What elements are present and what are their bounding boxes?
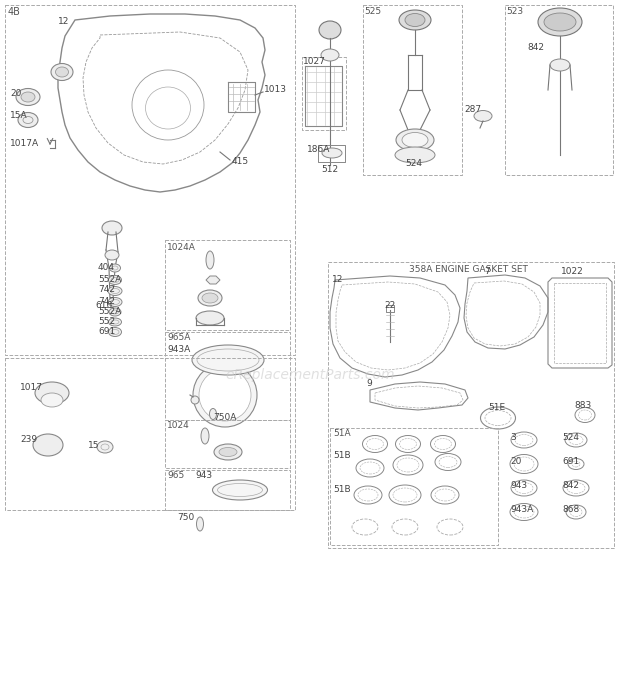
Ellipse shape <box>474 110 492 121</box>
Text: 750: 750 <box>177 513 194 522</box>
Text: 51B: 51B <box>333 486 351 495</box>
Ellipse shape <box>192 345 264 375</box>
Text: 7: 7 <box>484 267 490 277</box>
Text: 524: 524 <box>405 159 422 168</box>
Ellipse shape <box>544 13 576 31</box>
Text: 512: 512 <box>321 166 339 175</box>
Ellipse shape <box>201 428 209 444</box>
Text: 12: 12 <box>58 17 69 26</box>
Text: 415: 415 <box>232 157 249 166</box>
Text: 691: 691 <box>98 326 115 335</box>
Text: 943: 943 <box>195 471 212 480</box>
Ellipse shape <box>402 132 428 148</box>
Ellipse shape <box>16 89 40 105</box>
Text: 868: 868 <box>562 505 579 514</box>
Text: 1024: 1024 <box>167 421 190 430</box>
Ellipse shape <box>395 147 435 163</box>
Text: 20: 20 <box>510 457 521 466</box>
Text: 51E: 51E <box>488 403 505 412</box>
Ellipse shape <box>196 311 224 325</box>
Text: 552A: 552A <box>98 274 122 283</box>
Text: 358A ENGINE GASKET SET: 358A ENGINE GASKET SET <box>409 265 528 274</box>
Circle shape <box>199 369 251 421</box>
Ellipse shape <box>97 441 113 453</box>
Polygon shape <box>206 276 220 284</box>
Text: 842: 842 <box>527 44 544 53</box>
Text: 239: 239 <box>20 435 37 444</box>
Text: 9: 9 <box>366 380 372 389</box>
Ellipse shape <box>198 290 222 306</box>
Ellipse shape <box>102 221 122 235</box>
Ellipse shape <box>108 328 122 337</box>
Text: 1013: 1013 <box>264 85 287 94</box>
Ellipse shape <box>197 517 203 531</box>
Text: 842: 842 <box>562 482 579 491</box>
Text: 51A: 51A <box>333 430 351 439</box>
Text: 1024A: 1024A <box>167 243 196 252</box>
Text: 965A: 965A <box>167 333 190 342</box>
Text: 742: 742 <box>98 286 115 295</box>
Ellipse shape <box>108 286 122 295</box>
Ellipse shape <box>41 393 63 407</box>
Text: eReplacementParts.com: eReplacementParts.com <box>225 368 395 382</box>
Text: 15: 15 <box>88 441 99 450</box>
Ellipse shape <box>105 250 119 260</box>
Ellipse shape <box>35 382 69 404</box>
Text: 12: 12 <box>332 276 343 285</box>
Circle shape <box>193 363 257 427</box>
Text: 552A: 552A <box>98 306 122 315</box>
Circle shape <box>191 396 199 404</box>
Ellipse shape <box>33 434 63 456</box>
Ellipse shape <box>322 148 342 158</box>
Ellipse shape <box>110 264 120 272</box>
Ellipse shape <box>109 308 121 316</box>
Text: 524: 524 <box>562 434 579 443</box>
Ellipse shape <box>399 10 431 30</box>
Ellipse shape <box>213 480 267 500</box>
Text: 287: 287 <box>464 105 481 114</box>
Ellipse shape <box>21 92 35 102</box>
Text: 3: 3 <box>510 434 516 443</box>
Text: 616: 616 <box>95 301 112 310</box>
Ellipse shape <box>550 59 570 71</box>
Ellipse shape <box>108 297 122 306</box>
Ellipse shape <box>18 112 38 128</box>
Text: 1027: 1027 <box>303 58 326 67</box>
Ellipse shape <box>319 21 341 39</box>
Ellipse shape <box>210 408 216 419</box>
Text: 4B: 4B <box>8 7 21 17</box>
Text: 525: 525 <box>364 6 381 15</box>
Text: 883: 883 <box>574 401 591 410</box>
Text: 1022: 1022 <box>561 267 584 277</box>
Ellipse shape <box>396 129 434 151</box>
Ellipse shape <box>108 276 122 285</box>
Ellipse shape <box>108 318 122 326</box>
Ellipse shape <box>538 8 582 36</box>
Text: 552: 552 <box>98 317 115 326</box>
Text: 750A: 750A <box>213 414 236 423</box>
Text: 943A: 943A <box>510 505 533 514</box>
Text: 523: 523 <box>506 6 523 15</box>
Ellipse shape <box>56 67 68 77</box>
Text: 691: 691 <box>562 457 579 466</box>
Ellipse shape <box>51 64 73 80</box>
Ellipse shape <box>202 293 218 303</box>
Text: 20: 20 <box>10 89 21 98</box>
Text: 15A: 15A <box>10 112 28 121</box>
Ellipse shape <box>219 448 237 457</box>
Text: 51B: 51B <box>333 450 351 459</box>
Text: 404: 404 <box>98 263 115 272</box>
Text: 965: 965 <box>167 471 184 480</box>
Text: 186A: 186A <box>307 146 330 155</box>
Text: 742: 742 <box>98 297 115 306</box>
Text: 22: 22 <box>384 301 396 310</box>
Text: 1017: 1017 <box>20 383 43 392</box>
Ellipse shape <box>321 49 339 61</box>
Ellipse shape <box>206 251 214 269</box>
Text: 943A: 943A <box>167 344 190 353</box>
Ellipse shape <box>214 444 242 460</box>
Text: 1017A: 1017A <box>10 139 39 148</box>
Text: 943: 943 <box>510 482 527 491</box>
Ellipse shape <box>405 13 425 26</box>
